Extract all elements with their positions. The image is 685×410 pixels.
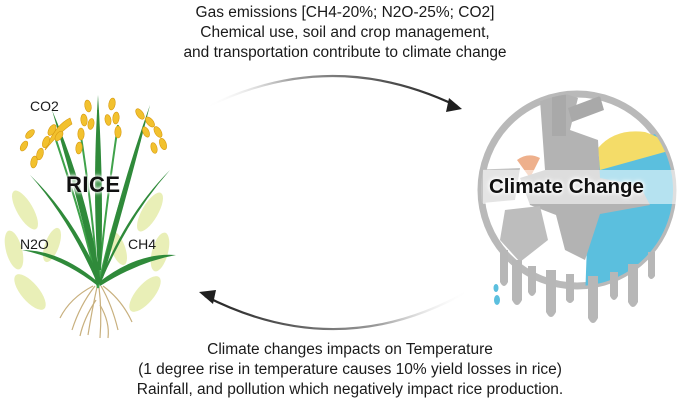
top-caption-line-2: Chemical use, soil and crop management, [200, 24, 490, 41]
ch4-label: CH4 [128, 236, 157, 252]
rice-plant-icon [4, 95, 176, 339]
return-arrow-icon [199, 289, 471, 331]
forward-arrow-icon [204, 74, 462, 112]
melting-globe-icon [477, 90, 683, 323]
top-caption-line-1: Gas emissions [CH4-20%; N2O-25%; CO2] [195, 4, 495, 21]
bottom-caption-line-2: (1 degree rise in temperature causes 10%… [138, 361, 562, 378]
bottom-caption: Climate changes impacts on Temperature (… [90, 340, 610, 400]
bottom-caption-line-1: Climate changes impacts on Temperature [207, 341, 493, 358]
co2-label: CO2 [30, 98, 59, 114]
top-caption-line-3: and transportation contribute to climate… [183, 44, 507, 61]
bottom-caption-line-3: Rainfall, and pollution which negatively… [136, 381, 564, 398]
n2o-label: N2O [20, 236, 49, 252]
climate-change-title: Climate Change [489, 175, 644, 198]
top-caption: Gas emissions [CH4-20%; N2O-25%; CO2] Ch… [120, 3, 570, 63]
rice-title: RICE [66, 172, 121, 197]
